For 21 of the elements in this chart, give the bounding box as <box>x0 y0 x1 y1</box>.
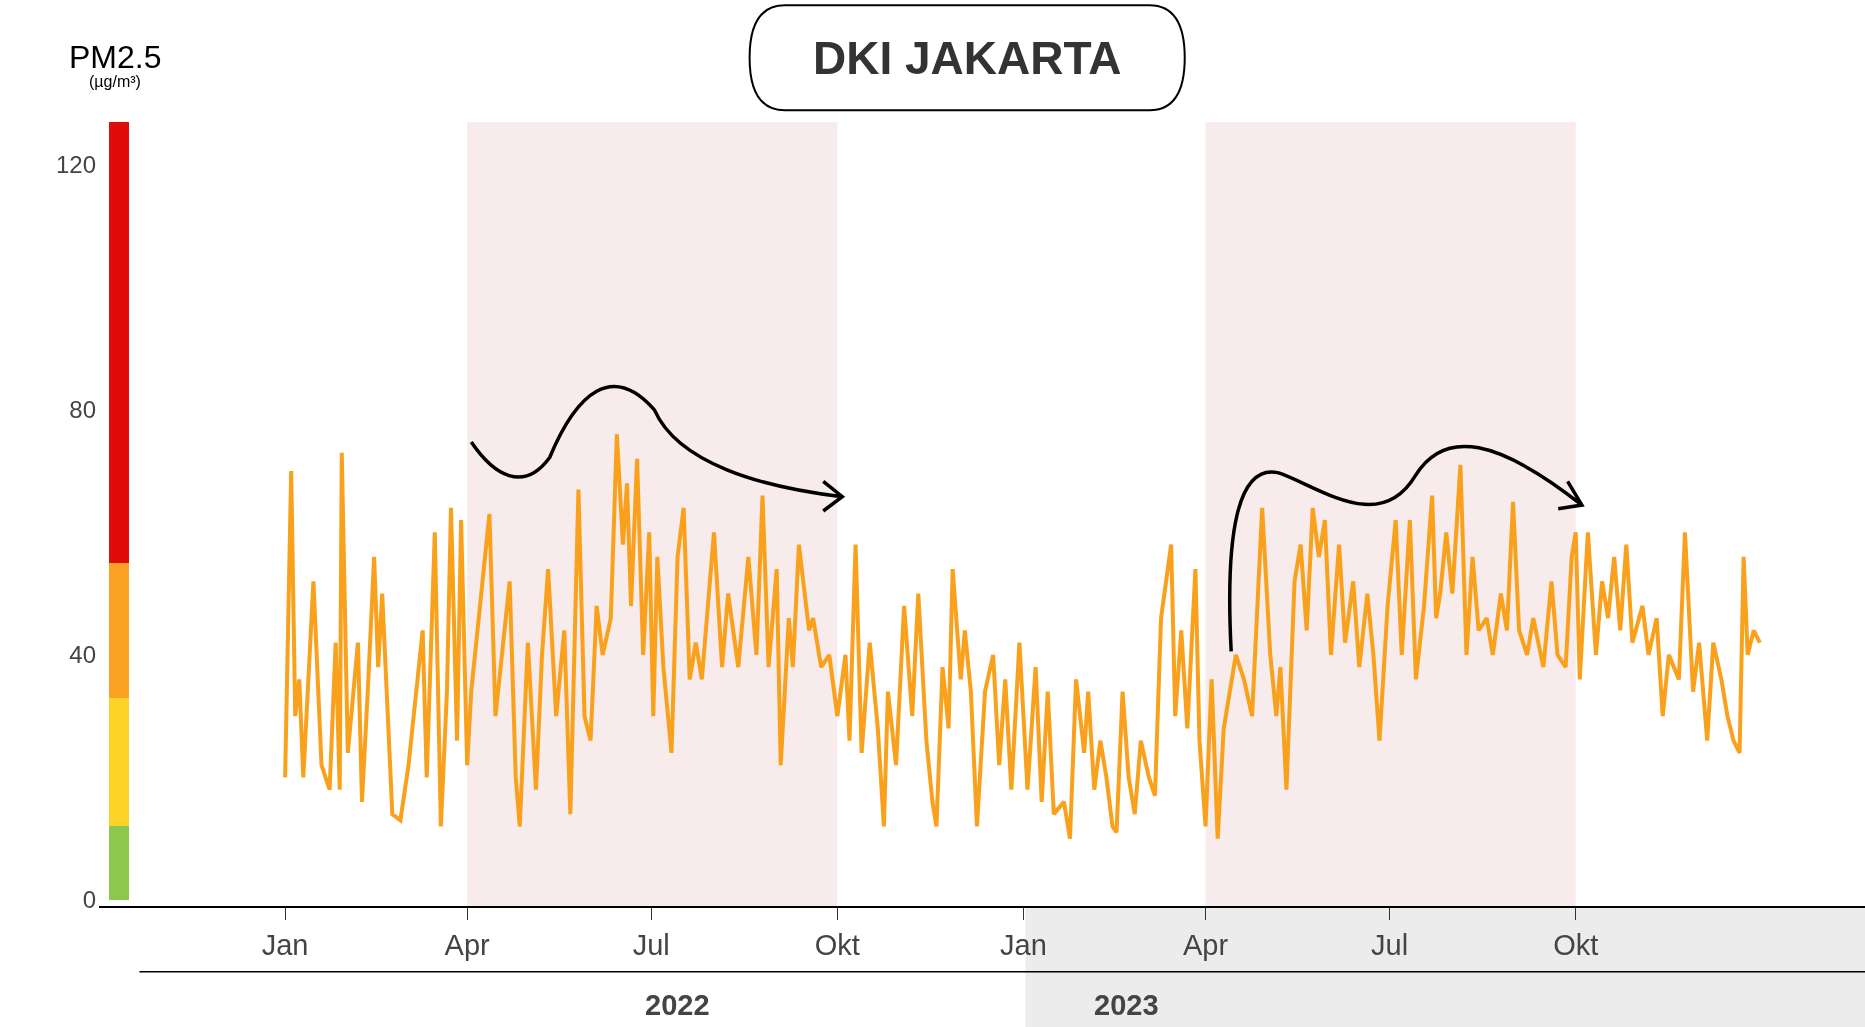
bar <box>109 563 130 698</box>
bar <box>109 122 130 563</box>
x-tick-label: Jul <box>632 928 670 961</box>
text: 2022 <box>645 989 710 1021</box>
y-tick-label: 0 <box>82 886 96 914</box>
x-tick-label: Jan <box>261 928 309 961</box>
y-tick-label: 120 <box>55 151 96 179</box>
x-tick-label: Jan <box>1000 928 1047 961</box>
y-tick-label: 40 <box>69 641 96 669</box>
line-series <box>283 432 1762 841</box>
chart-title: DKI JAKARTA <box>813 32 1122 84</box>
x-tick-label: Okt <box>814 928 860 961</box>
bar <box>109 826 130 900</box>
x-tick-label: Apr <box>1182 928 1229 961</box>
x-tick-label: Okt <box>1553 928 1599 961</box>
y-axis-title: PM2.5 (µg/m³) <box>69 39 162 90</box>
y-tick-label: 80 <box>69 396 96 424</box>
bar <box>109 697 130 827</box>
x-tick-label: Jul <box>1371 928 1409 961</box>
text: 2023 <box>1094 989 1159 1021</box>
x-tick-label: Apr <box>444 928 491 961</box>
